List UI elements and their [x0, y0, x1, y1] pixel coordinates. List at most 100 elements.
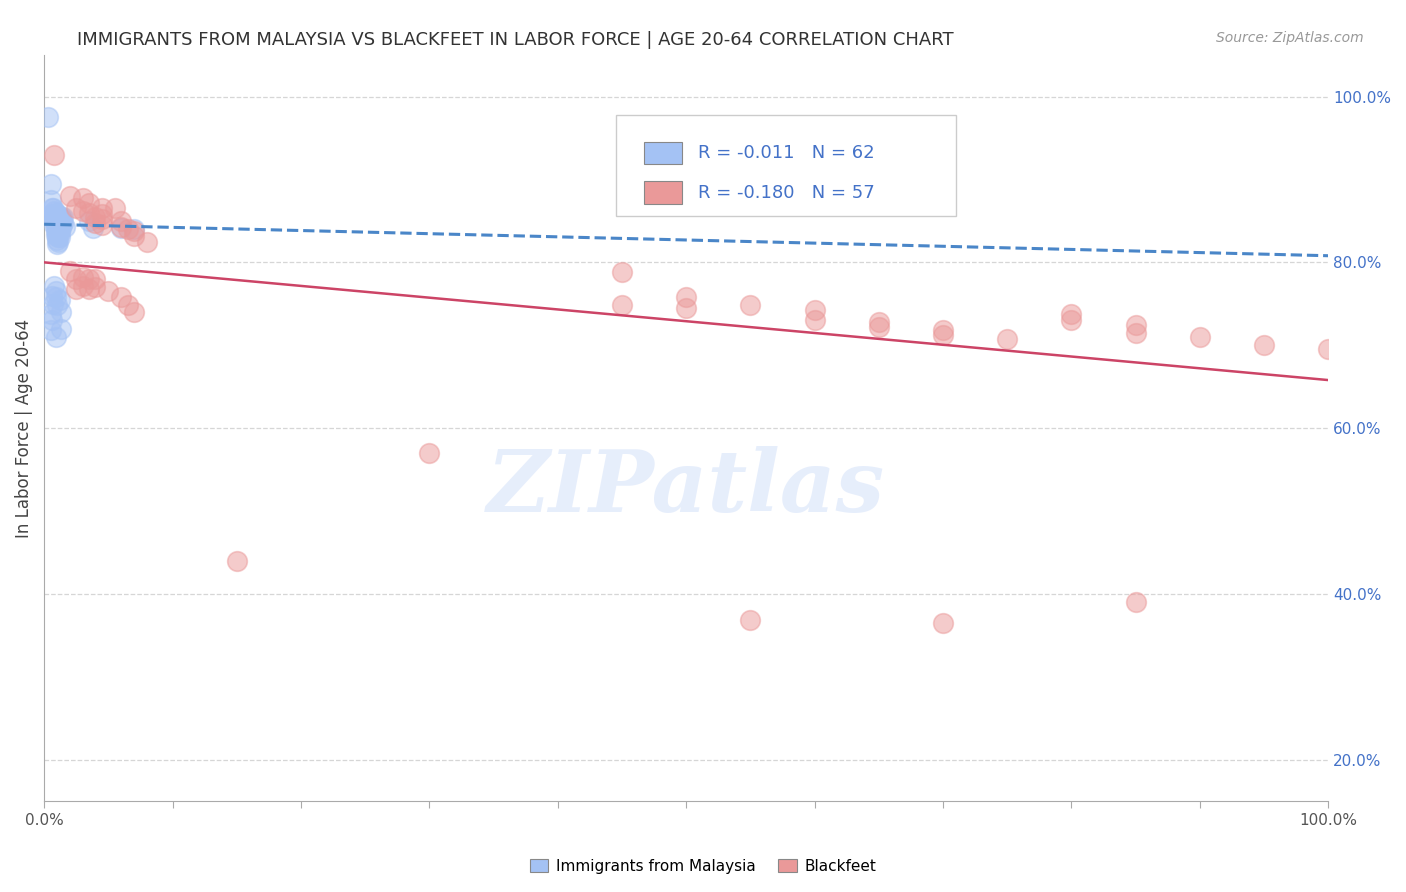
- Point: [117, 298, 139, 312]
- Text: R = -0.011   N = 62: R = -0.011 N = 62: [697, 145, 875, 162]
- Point: [1060, 307, 1083, 321]
- Point: [72, 204, 94, 219]
- Point: [995, 332, 1018, 346]
- Point: [53, 219, 76, 234]
- Point: [1253, 338, 1275, 352]
- Point: [77, 282, 100, 296]
- Point: [1060, 313, 1083, 327]
- Point: [110, 214, 132, 228]
- Point: [46, 235, 69, 249]
- Point: [1317, 343, 1340, 357]
- Point: [46, 212, 69, 227]
- Point: [48, 214, 70, 228]
- Point: [610, 265, 633, 279]
- Point: [1125, 318, 1147, 332]
- Point: [122, 305, 145, 319]
- Point: [418, 446, 440, 460]
- Point: [110, 290, 132, 304]
- Point: [48, 222, 70, 236]
- Point: [84, 272, 107, 286]
- Point: [49, 305, 72, 319]
- Point: [77, 272, 100, 286]
- Point: [90, 218, 112, 232]
- Point: [51, 212, 73, 227]
- Point: [52, 216, 75, 230]
- Point: [37, 111, 59, 125]
- Point: [135, 235, 157, 249]
- Point: [117, 222, 139, 236]
- Point: [45, 330, 67, 344]
- Point: [45, 205, 67, 219]
- Point: [44, 147, 66, 161]
- Text: Source: ZipAtlas.com: Source: ZipAtlas.com: [1216, 31, 1364, 45]
- Point: [1125, 326, 1147, 340]
- Point: [49, 210, 72, 224]
- Point: [104, 202, 127, 216]
- FancyBboxPatch shape: [644, 181, 682, 203]
- Point: [122, 222, 145, 236]
- Point: [110, 219, 132, 234]
- Point: [46, 230, 69, 244]
- Point: [39, 323, 62, 337]
- Point: [41, 202, 63, 216]
- Point: [46, 220, 69, 235]
- Point: [41, 313, 63, 327]
- Point: [932, 615, 955, 630]
- Point: [65, 282, 87, 296]
- Y-axis label: In Labor Force | Age 20-64: In Labor Force | Age 20-64: [15, 318, 32, 538]
- Point: [45, 227, 67, 242]
- Point: [46, 218, 69, 232]
- Point: [82, 220, 104, 235]
- Point: [803, 303, 825, 318]
- Point: [52, 210, 75, 224]
- Point: [45, 285, 67, 299]
- Point: [675, 301, 697, 315]
- Point: [44, 218, 66, 232]
- Point: [44, 204, 66, 219]
- Text: IMMIGRANTS FROM MALAYSIA VS BLACKFEET IN LABOR FORCE | AGE 20-64 CORRELATION CHA: IMMIGRANTS FROM MALAYSIA VS BLACKFEET IN…: [77, 31, 953, 49]
- Point: [932, 323, 955, 337]
- Point: [675, 290, 697, 304]
- Point: [42, 297, 65, 311]
- Point: [45, 211, 67, 225]
- Point: [49, 220, 72, 235]
- Point: [610, 298, 633, 312]
- Point: [41, 207, 63, 221]
- Point: [90, 212, 112, 227]
- Point: [46, 214, 69, 228]
- Point: [46, 237, 69, 252]
- Point: [72, 191, 94, 205]
- Point: [122, 228, 145, 243]
- Point: [77, 205, 100, 219]
- Point: [48, 218, 70, 232]
- Point: [46, 228, 69, 243]
- Point: [84, 210, 107, 224]
- Point: [46, 207, 69, 221]
- Point: [110, 220, 132, 235]
- FancyBboxPatch shape: [616, 115, 956, 216]
- Point: [84, 280, 107, 294]
- Point: [49, 321, 72, 335]
- Text: ZIPatlas: ZIPatlas: [486, 446, 886, 530]
- Point: [740, 614, 762, 628]
- Point: [39, 193, 62, 207]
- Point: [46, 210, 69, 224]
- Point: [48, 230, 70, 244]
- Point: [77, 214, 100, 228]
- Point: [46, 222, 69, 236]
- Point: [122, 224, 145, 238]
- Point: [45, 224, 67, 238]
- Point: [1188, 330, 1211, 344]
- Point: [39, 307, 62, 321]
- Point: [44, 278, 66, 293]
- Point: [45, 290, 67, 304]
- Point: [97, 285, 120, 299]
- Point: [65, 272, 87, 286]
- Point: [59, 263, 82, 277]
- Point: [72, 278, 94, 293]
- Point: [45, 215, 67, 229]
- Point: [90, 202, 112, 216]
- Point: [44, 214, 66, 228]
- Point: [868, 320, 890, 334]
- FancyBboxPatch shape: [644, 142, 682, 164]
